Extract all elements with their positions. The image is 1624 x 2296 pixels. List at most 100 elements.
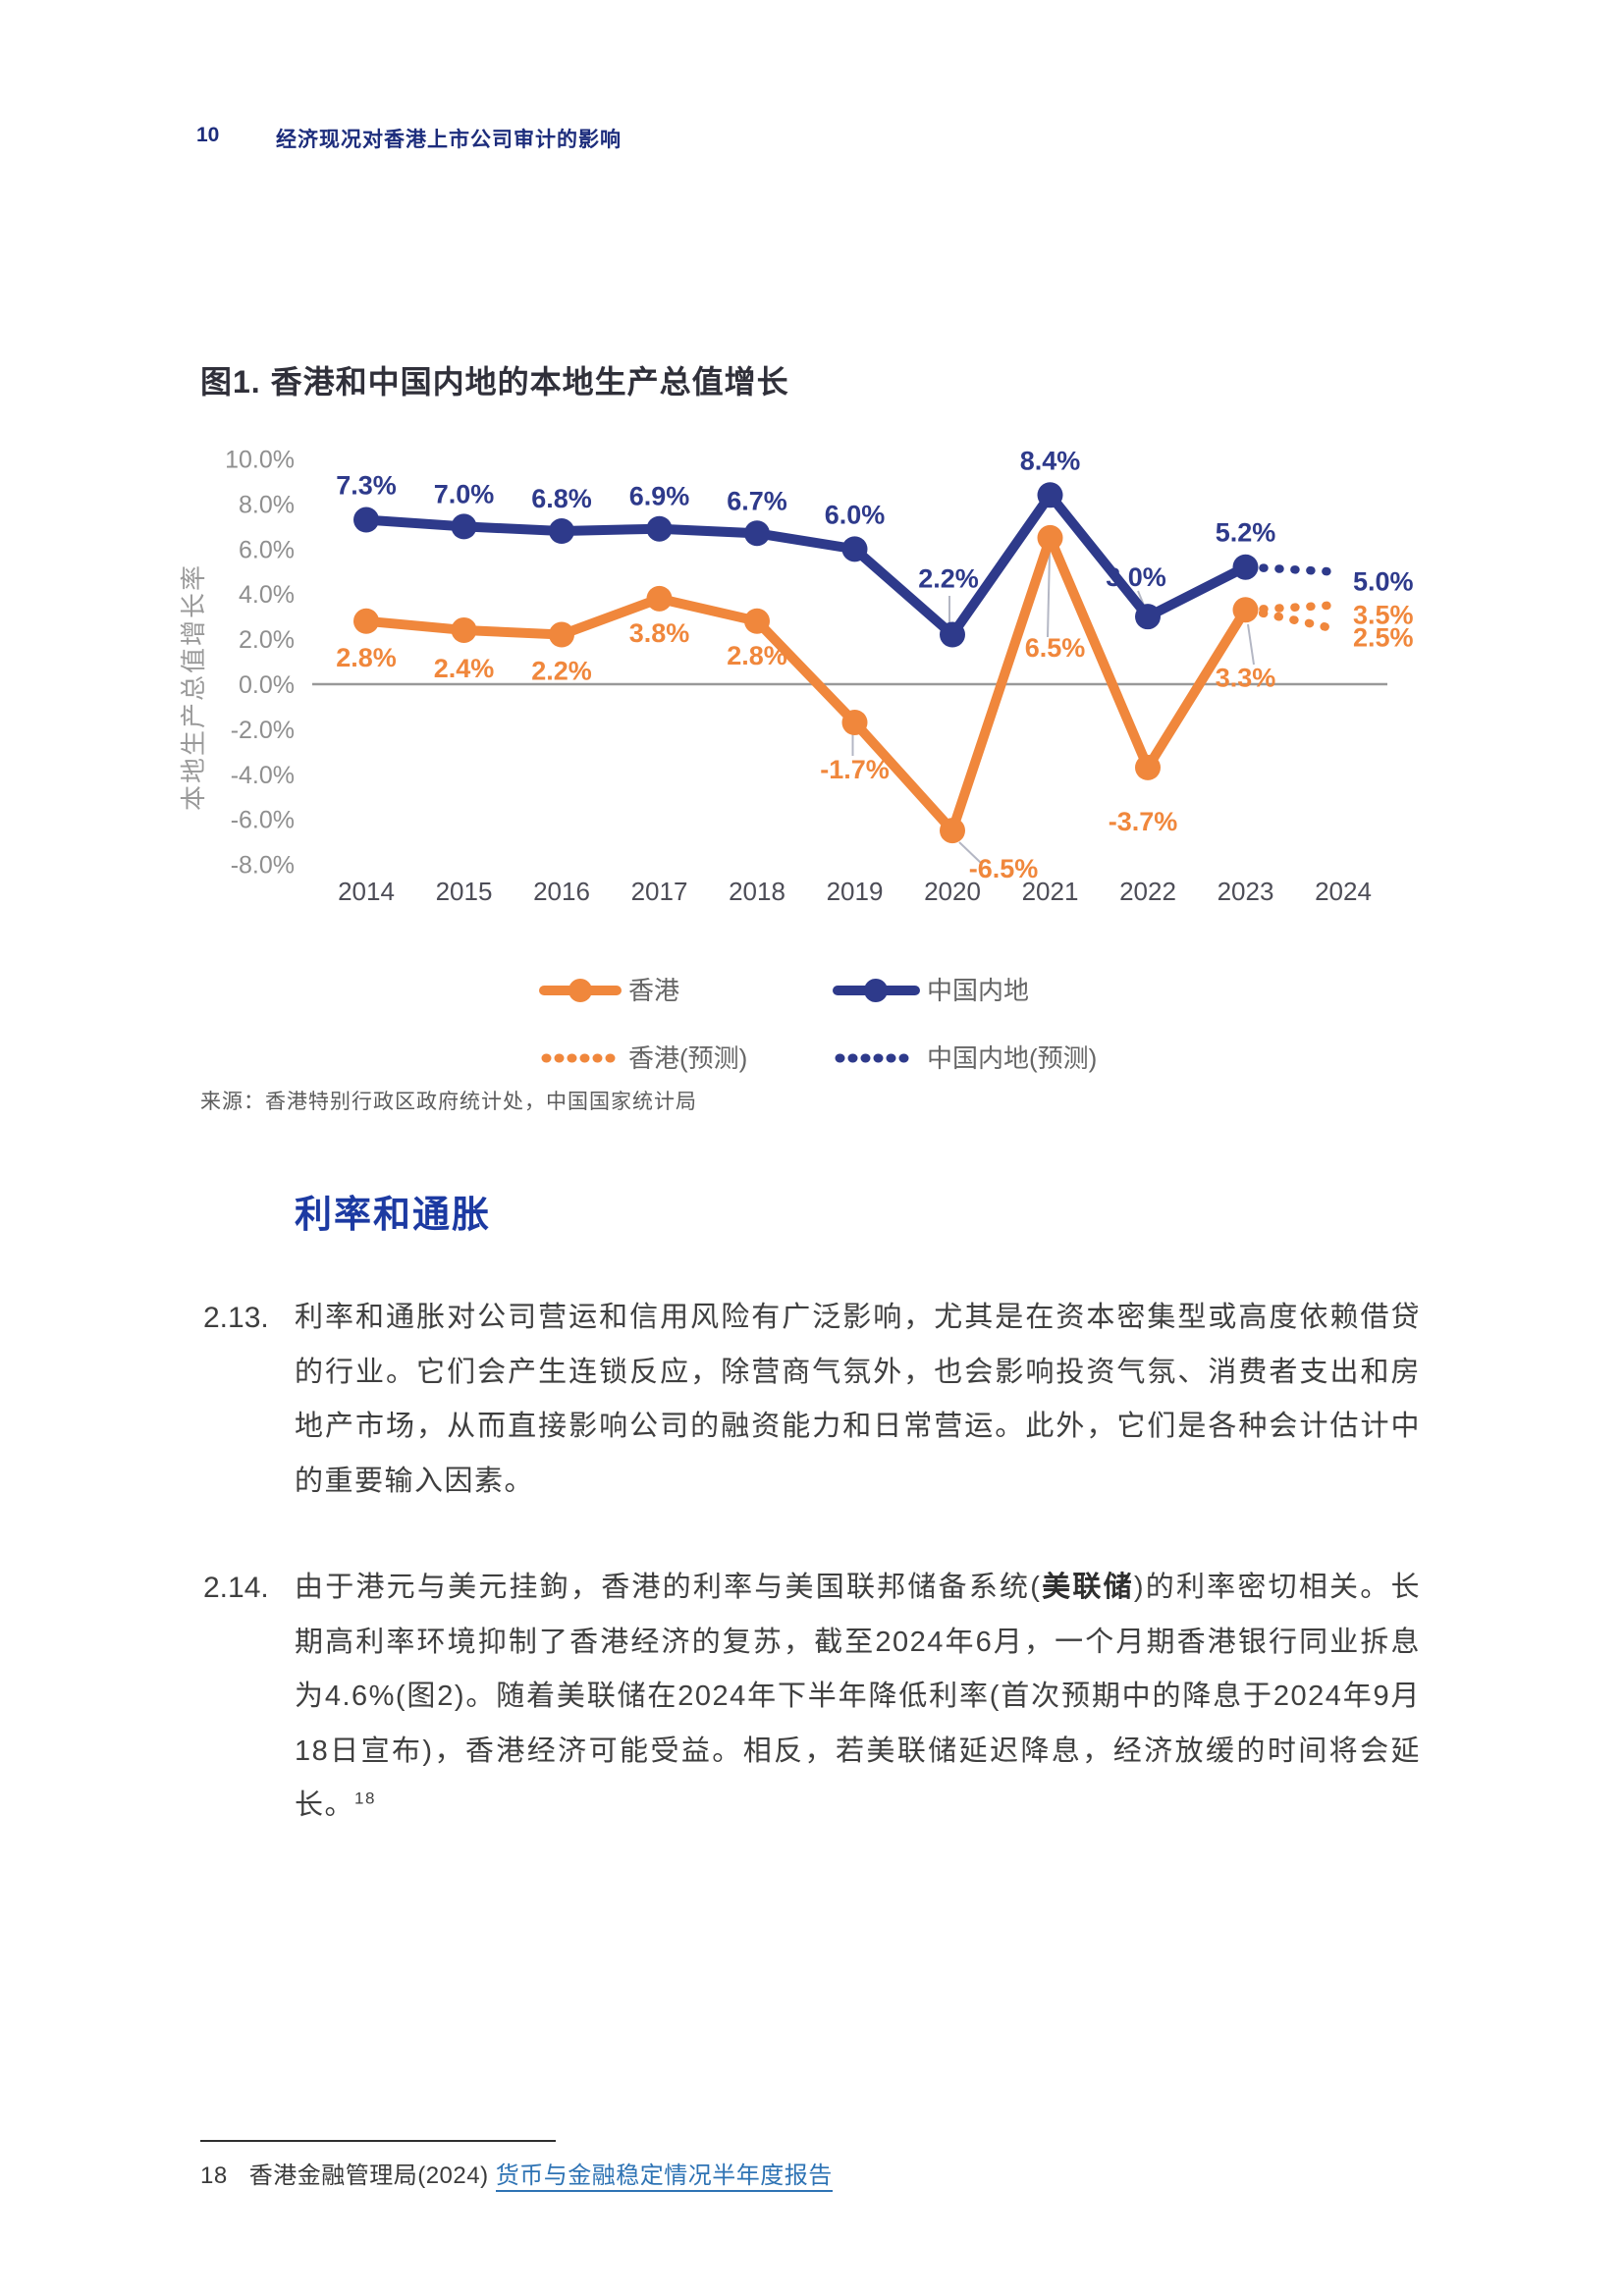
data-point bbox=[744, 608, 770, 634]
data-point bbox=[1037, 524, 1063, 551]
figure-source: 来源：香港特别行政区政府统计处，中国国家统计局 bbox=[200, 1091, 697, 1113]
data-label: -3.7% bbox=[1109, 807, 1178, 836]
paragraph-2-14: 2.14. 由于港元与美元挂鉤，香港的利率与美国联邦储备系统(美联储)的利率密切… bbox=[203, 1561, 1421, 1834]
data-label: 2.8% bbox=[727, 641, 787, 670]
data-label: 6.7% bbox=[727, 486, 787, 515]
forecast-end-label: 5.0% bbox=[1353, 566, 1414, 596]
data-label: 3.3% bbox=[1216, 663, 1276, 692]
y-tick-label: 10.0% bbox=[225, 447, 295, 474]
paragraph-2-13: 2.13. 利率和通胀对公司营运和信用风险有广泛影响，尤其是在资本密集型或高度依… bbox=[203, 1291, 1421, 1509]
series-path bbox=[361, 532, 1251, 836]
data-point bbox=[1135, 754, 1161, 780]
series-path bbox=[361, 490, 1251, 640]
data-label: 8.4% bbox=[1020, 446, 1081, 475]
data-point bbox=[1135, 604, 1161, 630]
figure-title: 图1. 香港和中国内地的本地生产总值增长 bbox=[200, 364, 789, 400]
forecast-dotted-line bbox=[1243, 606, 1335, 632]
legend-dot-marker bbox=[864, 979, 888, 1002]
data-point bbox=[1232, 554, 1259, 580]
data-label: 3.8% bbox=[629, 618, 690, 648]
paragraph-text-pre: 由于港元与美元挂鉤，香港的利率与美国联邦储备系统( bbox=[295, 1572, 1042, 1603]
data-label: 2.2% bbox=[918, 564, 979, 594]
data-label: 6.5% bbox=[1025, 633, 1086, 663]
paragraph-text: 利率和通胀对公司营运和信用风险有广泛影响，尤其是在资本密集型或高度依赖借贷的行业… bbox=[295, 1302, 1421, 1497]
data-point bbox=[1232, 597, 1259, 623]
x-tick-label: 2018 bbox=[729, 877, 785, 906]
series-mainland-line: 7.3% 7.0% 6.8% 6.9% 6.7% 6.0% 2.2% 8.4% 3.0% 5.2% bbox=[336, 446, 1276, 648]
y-tick-label: -2.0% bbox=[231, 717, 295, 744]
y-tick-label: -8.0% bbox=[231, 852, 295, 880]
data-label: -6.5% bbox=[969, 854, 1039, 883]
data-point bbox=[841, 709, 868, 735]
x-tick-label: 2014 bbox=[338, 877, 395, 906]
data-point bbox=[1037, 482, 1063, 508]
running-header-title: 经济现况对香港上市公司审计的影响 bbox=[276, 129, 622, 151]
data-point bbox=[353, 608, 379, 634]
data-label: -1.7% bbox=[820, 755, 890, 784]
series-hongkong-forecast: 3.5%2.5% bbox=[1243, 601, 1414, 653]
footnote-link[interactable]: 货币与金融稳定情况半年度报告 bbox=[495, 2163, 833, 2192]
label-leader-line bbox=[1047, 552, 1051, 638]
data-label: 7.3% bbox=[336, 471, 397, 501]
x-tick-label: 2015 bbox=[436, 877, 493, 906]
paragraph-text-post: )的利率密切相关。长期高利率环境抑制了香港经济的复苏，截至2024年6月，一个月… bbox=[295, 1572, 1421, 1822]
paragraph-number: 2.13. bbox=[203, 1302, 269, 1334]
data-point bbox=[451, 513, 477, 540]
series-hongkong-line: 2.8% 2.4% 2.2% 3.8% 2.8% -1.7% -6.5% 6.5% -3.7% 3… bbox=[336, 524, 1276, 883]
y-tick-label: 0.0% bbox=[239, 671, 295, 699]
forecast-end-label: 3.5% bbox=[1353, 601, 1414, 630]
legend-label: 中国内地(预测) bbox=[927, 1043, 1097, 1073]
data-point bbox=[940, 818, 965, 844]
data-point bbox=[646, 515, 673, 542]
y-tick-label: 8.0% bbox=[239, 491, 295, 518]
data-point bbox=[549, 518, 574, 545]
x-tick-label: 2024 bbox=[1315, 877, 1372, 906]
x-tick-label: 2022 bbox=[1119, 877, 1176, 906]
footnote-text: 香港金融管理局(2024) bbox=[248, 2163, 496, 2189]
y-tick-label: 2.0% bbox=[239, 626, 295, 654]
paragraph-text-bold: 美联储 bbox=[1041, 1572, 1134, 1603]
y-axis-title: 本地生产总值增长率 bbox=[179, 563, 208, 811]
data-label: 2.4% bbox=[434, 654, 495, 683]
x-tick-label: 2020 bbox=[924, 877, 981, 906]
forecast-dotted-line bbox=[1243, 562, 1335, 576]
gdp-growth-chart: 10.0% 8.0% 6.0% 4.0% 2.0% 0.0% -2.0% -4.0% -6.0%… bbox=[179, 446, 1414, 1073]
legend-label: 香港 bbox=[628, 976, 679, 1005]
section-heading: 利率和通胀 bbox=[295, 1195, 492, 1236]
x-tick-label: 2021 bbox=[1022, 877, 1079, 906]
data-point bbox=[451, 616, 477, 643]
paragraph-text: 由于港元与美元挂鉤，香港的利率与美国联邦储备系统(美联储)的利率密切相关。长期高… bbox=[295, 1561, 1421, 1834]
y-axis: 10.0% 8.0% 6.0% 4.0% 2.0% 0.0% -2.0% -4.0% -6.0%… bbox=[179, 447, 295, 880]
paragraph-number: 2.14. bbox=[203, 1572, 269, 1604]
data-point bbox=[744, 520, 770, 547]
x-axis: 2014 2015 2016 2017 2018 2019 2020 2021 2022 2023… bbox=[338, 877, 1372, 906]
y-tick-label: -6.0% bbox=[231, 807, 295, 834]
footnote: 18 香港金融管理局(2024) 货币与金融稳定情况半年度报告 bbox=[200, 2156, 833, 2192]
data-label: 2.2% bbox=[531, 657, 592, 686]
data-label: 7.0% bbox=[434, 479, 495, 508]
data-point bbox=[841, 536, 868, 562]
data-label: 5.2% bbox=[1216, 518, 1276, 548]
forecast-dotted-line bbox=[1243, 601, 1335, 614]
forecast-end-label: 2.5% bbox=[1353, 623, 1414, 653]
legend-label: 香港(预测) bbox=[628, 1043, 747, 1073]
x-tick-label: 2019 bbox=[827, 877, 884, 906]
data-label: 6.9% bbox=[629, 482, 690, 511]
data-label: 6.0% bbox=[825, 500, 886, 529]
legend-label: 中国内地 bbox=[927, 976, 1029, 1005]
data-label: 3.0% bbox=[1106, 562, 1166, 592]
footnote-reference: 18 bbox=[354, 1789, 376, 1808]
series-mainland-forecast: 5.0% bbox=[1243, 562, 1414, 596]
y-tick-label: -4.0% bbox=[231, 762, 295, 789]
data-label: 2.8% bbox=[336, 643, 397, 672]
data-point bbox=[353, 507, 379, 533]
data-point bbox=[940, 621, 965, 648]
label-leader-line bbox=[1247, 623, 1255, 666]
legend-dot-marker bbox=[568, 979, 592, 1002]
label-leader-line bbox=[958, 841, 983, 865]
x-tick-label: 2023 bbox=[1218, 877, 1274, 906]
data-point bbox=[646, 585, 673, 612]
page-number: 10 bbox=[196, 124, 220, 146]
x-tick-label: 2017 bbox=[631, 877, 688, 906]
